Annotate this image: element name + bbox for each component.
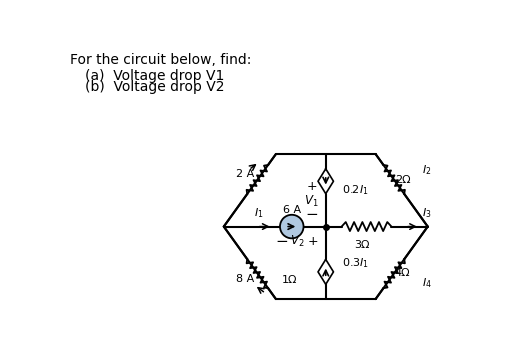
Text: +: +: [308, 235, 318, 248]
Text: $I_4$: $I_4$: [422, 276, 432, 290]
Circle shape: [280, 215, 304, 238]
Text: $V_1$: $V_1$: [304, 194, 319, 209]
Text: 1Ω: 1Ω: [281, 275, 297, 285]
Text: 2 A: 2 A: [236, 170, 255, 179]
Text: $V_2$: $V_2$: [290, 234, 305, 249]
Text: 3Ω: 3Ω: [354, 240, 370, 250]
Text: −: −: [305, 207, 318, 222]
Text: 2Ω: 2Ω: [395, 175, 411, 185]
Text: (a)  Voltage drop V1: (a) Voltage drop V1: [85, 69, 225, 83]
Text: −: −: [275, 234, 288, 249]
Text: 8 A: 8 A: [236, 274, 255, 284]
Text: (b)  Voltage drop V2: (b) Voltage drop V2: [85, 80, 225, 94]
Text: $I_1$: $I_1$: [254, 206, 264, 220]
Text: $I_3$: $I_3$: [422, 206, 431, 220]
Text: 4Ω: 4Ω: [395, 268, 411, 278]
Text: $0.2I_1$: $0.2I_1$: [342, 183, 368, 197]
Text: 6 A: 6 A: [283, 205, 301, 215]
Text: +: +: [306, 181, 317, 193]
Text: For the circuit below, find:: For the circuit below, find:: [69, 53, 251, 67]
Text: $0.3I_1$: $0.3I_1$: [342, 256, 369, 270]
Text: $I_2$: $I_2$: [422, 163, 431, 177]
